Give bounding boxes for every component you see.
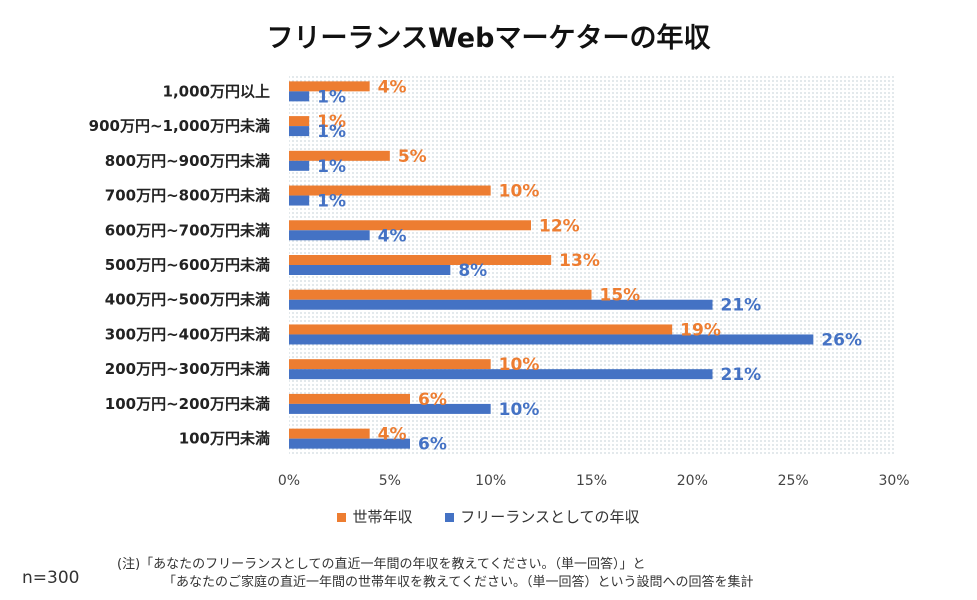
bar-household [289, 81, 370, 92]
bar-household [289, 220, 531, 231]
bar-freelance [289, 126, 310, 137]
bar-freelance [289, 230, 370, 241]
data-label-household: 12% [539, 216, 580, 236]
x-tick-label: 10% [475, 473, 506, 489]
x-tick-label: 30% [878, 473, 909, 489]
data-label-household: 6% [418, 390, 447, 410]
bar-household [289, 255, 552, 265]
data-label-household: 13% [559, 251, 600, 271]
bar-freelance [289, 403, 491, 414]
bar-freelance [289, 438, 410, 449]
data-label-freelance: 1% [317, 122, 346, 142]
category-label: 400万円~500万円未満 [105, 291, 270, 309]
data-label-freelance: 26% [821, 330, 862, 350]
legend-swatch-freelance [445, 513, 455, 522]
category-labels: 1,000万円以上 900万円~1,000万円未満 800万円~900万円未満 700… [89, 82, 270, 447]
category-label: 1,000万円以上 [163, 82, 270, 100]
bars [289, 81, 814, 449]
data-label-freelance: 21% [721, 296, 762, 316]
data-label-household: 10% [499, 182, 540, 202]
data-label-household: 10% [499, 355, 540, 375]
bar-freelance [289, 195, 310, 206]
bar-household [289, 289, 592, 300]
data-label-freelance: 1% [317, 192, 346, 212]
category-label: 600万円~700万円未満 [105, 221, 270, 239]
x-tick-label: 0% [278, 473, 300, 489]
data-label-household: 19% [680, 320, 721, 340]
category-label: 300万円~400万円未満 [105, 325, 270, 343]
bar-household [289, 393, 410, 404]
data-label-freelance: 1% [317, 87, 346, 107]
footnote: (注)「あなたのフリーランスとしての直近一年間の年収を教えてください。（単一回答… [117, 556, 753, 592]
data-label-household: 15% [600, 286, 641, 306]
bar-freelance [289, 91, 310, 102]
bar-household [289, 185, 491, 196]
category-label: 900万円~1,000万円未満 [89, 117, 270, 135]
category-label: 100万円~200万円未満 [105, 395, 270, 413]
x-tick-label: 5% [379, 473, 401, 489]
data-label-freelance: 4% [378, 226, 407, 246]
bar-household [289, 324, 673, 335]
data-label-freelance: 8% [458, 261, 487, 281]
category-label: 100万円未満 [179, 430, 270, 448]
category-label: 200万円~300万円未満 [105, 360, 270, 378]
legend: 世帯年収 フリーランスとしての年収 [0, 506, 977, 527]
bar-freelance [289, 369, 713, 380]
chart-title: フリーランスWebマーケターの年収 [266, 23, 711, 54]
bar-household [289, 359, 491, 370]
bar-household [289, 428, 370, 439]
footnote-line-1: (注)「あなたのフリーランスとしての直近一年間の年収を教えてください。（単一回答… [117, 557, 646, 572]
data-label-household: 4% [378, 425, 407, 445]
data-labels: 4%1%1%1%5%1%10%1%12%4%13%8%15% 21%19% 26%1… [317, 77, 862, 454]
x-tick-label: 15% [576, 473, 607, 489]
legend-swatch-household [337, 513, 347, 522]
bar-freelance [289, 265, 451, 275]
data-label-freelance: 1% [317, 157, 346, 177]
category-label: 500万円~600万円未満 [105, 256, 270, 274]
data-label-household: 1% [317, 112, 346, 132]
legend-label-freelance: フリーランスとしての年収 [460, 508, 640, 526]
legend-label-household: 世帯年収 [352, 508, 413, 526]
x-tick-label: 20% [677, 473, 708, 489]
data-label-household: 5% [398, 147, 427, 167]
legend-item-freelance: フリーランスとしての年収 [445, 506, 640, 527]
x-axis-ticks: 0% 5% 10% 15% 20% 25% 30% [278, 473, 910, 489]
data-label-household: 4% [378, 77, 407, 97]
data-label-freelance: 10% [499, 400, 540, 420]
bar-freelance [289, 160, 310, 171]
category-label: 700万円~800万円未満 [105, 187, 270, 205]
sample-size: n=300 [22, 568, 80, 588]
legend-item-household: 世帯年収 [337, 506, 412, 527]
category-label: 800万円~900万円未満 [105, 152, 270, 170]
footnote-line-2: 「あなたのご家庭の直近一年間の世帯年収を教えてください。（単一回答）という設問へ… [163, 575, 754, 590]
data-label-freelance: 6% [418, 435, 447, 455]
bar-household [289, 116, 310, 127]
x-tick-label: 25% [778, 473, 809, 489]
bar-freelance [289, 299, 713, 310]
bar-household [289, 150, 390, 161]
data-label-freelance: 21% [721, 365, 762, 385]
bar-freelance [289, 334, 814, 345]
